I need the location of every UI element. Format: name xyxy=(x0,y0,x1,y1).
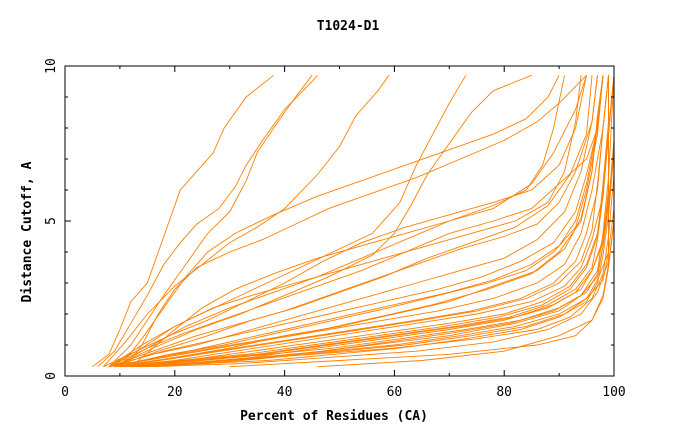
series-line xyxy=(125,74,587,367)
series-line xyxy=(114,75,604,368)
series-line xyxy=(103,75,390,367)
x-tick-label: 80 xyxy=(496,385,512,400)
series-line xyxy=(119,75,609,368)
series-line xyxy=(114,75,609,368)
series-line xyxy=(119,75,560,367)
y-tick-label: 5 xyxy=(44,217,59,225)
series-line xyxy=(114,75,566,368)
series-line xyxy=(152,75,615,368)
series-line xyxy=(114,74,532,368)
x-tick-label: 100 xyxy=(602,385,625,400)
series-line xyxy=(114,75,609,368)
y-axis-label: Distance Cutoff, A xyxy=(20,161,35,302)
series-line xyxy=(108,75,598,368)
series-line xyxy=(103,75,587,368)
y-tick-label: 0 xyxy=(44,372,59,380)
series-line xyxy=(130,75,587,368)
series-line xyxy=(92,74,274,368)
plot-frame xyxy=(64,65,615,377)
series-line xyxy=(97,75,318,368)
series-line xyxy=(147,75,615,368)
x-tick-label: 40 xyxy=(277,385,293,400)
x-tick-label: 0 xyxy=(61,385,69,400)
plot-axes: 0 20 40 60 80 100 0 5 10 xyxy=(44,58,626,400)
series-line xyxy=(108,75,604,368)
x-tick-label: 60 xyxy=(387,385,403,400)
y-tick-label: 10 xyxy=(44,58,59,74)
series-line xyxy=(108,75,582,368)
series-line xyxy=(130,75,615,368)
series-line xyxy=(114,75,593,368)
series-line xyxy=(108,75,598,368)
series-line xyxy=(108,75,609,368)
series-line xyxy=(125,75,615,368)
series-line xyxy=(119,75,604,368)
series-line xyxy=(119,75,609,368)
x-axis-label: Percent of Residues (CA) xyxy=(240,409,428,424)
series-line xyxy=(114,75,609,368)
series-line xyxy=(141,75,615,368)
series-line xyxy=(136,75,615,368)
x-tick-label: 20 xyxy=(167,385,183,400)
plot-curves xyxy=(92,74,615,368)
series-line xyxy=(136,75,615,368)
series-line xyxy=(108,75,313,368)
series-line xyxy=(114,75,604,368)
chart-title: T1024-D1 xyxy=(317,19,380,34)
